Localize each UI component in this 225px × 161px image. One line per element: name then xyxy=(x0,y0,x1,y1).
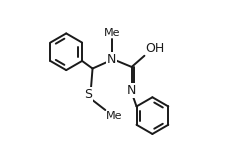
Text: Me: Me xyxy=(104,28,120,38)
Text: N: N xyxy=(127,84,136,97)
Text: OH: OH xyxy=(145,42,164,55)
Text: N: N xyxy=(107,53,116,66)
Text: Me: Me xyxy=(106,111,123,121)
Text: S: S xyxy=(84,88,92,101)
